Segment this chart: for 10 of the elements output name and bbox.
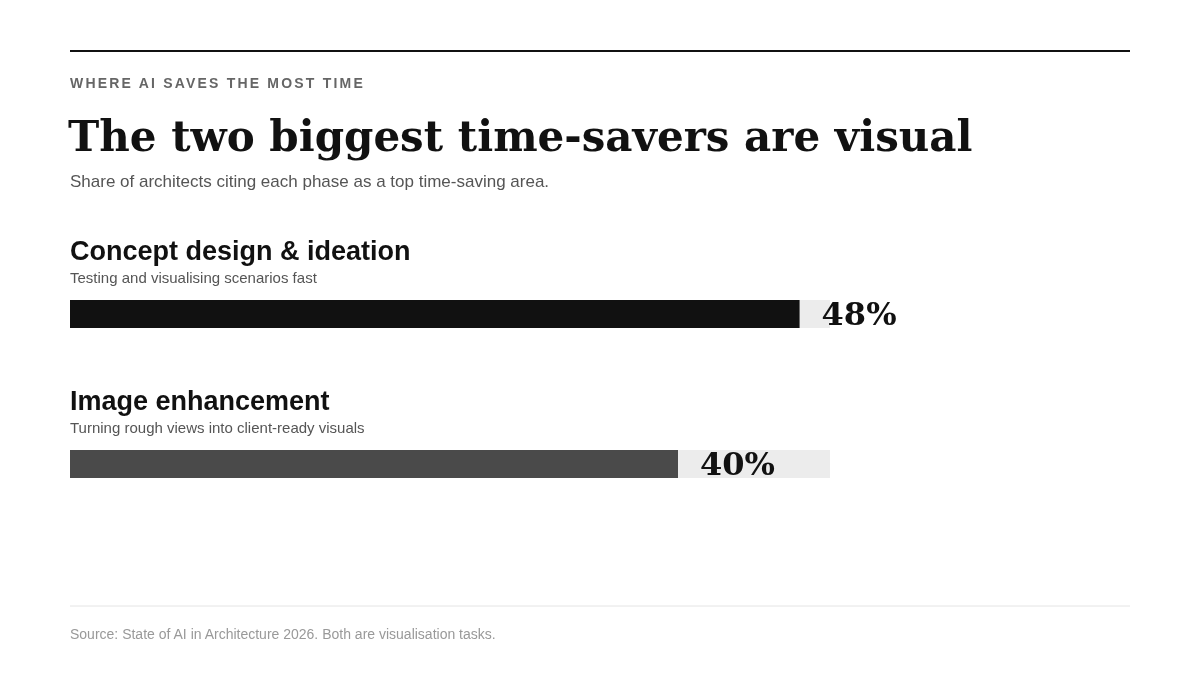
data-label: 48% xyxy=(821,295,897,333)
chart-subtitle: Share of architects citing each phase as a top time-saving area. xyxy=(70,172,550,191)
text: WHERE AI SAVES THE MOST TIME xyxy=(70,75,365,91)
y-tick-label: Concept design & ideation xyxy=(70,236,411,266)
data-label: 40% xyxy=(700,445,775,483)
annotation: Testing and visualising scenarios fast xyxy=(70,269,318,286)
chart-title: The two biggest time-savers are visual xyxy=(68,112,973,161)
source-note: Source: State of AI in Architecture 2026. Both are visualisation tasks. xyxy=(70,626,496,642)
y-tick-label: Image enhancement xyxy=(70,386,330,416)
annotation: Turning rough views into client-ready visuals xyxy=(70,419,365,436)
